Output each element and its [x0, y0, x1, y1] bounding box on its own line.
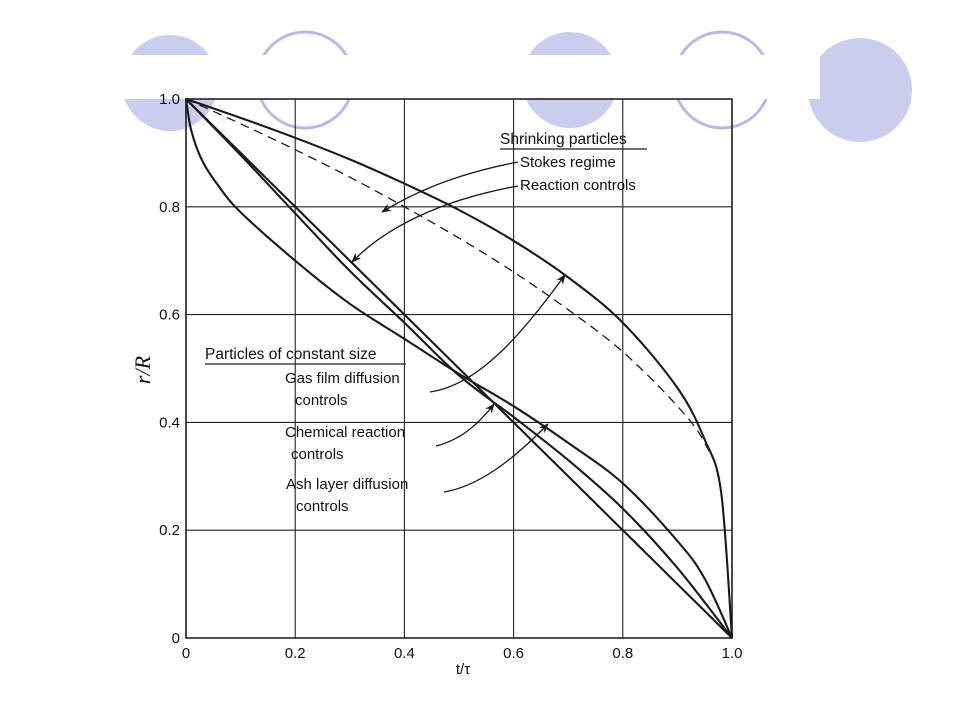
stokes-arrow — [381, 161, 519, 213]
gas-film-arrow — [429, 274, 566, 393]
stokes-regime-label: Stokes regime — [520, 154, 616, 171]
ash-layer-label-line2: controls — [296, 498, 349, 515]
content-mask — [60, 55, 820, 99]
ash-arrow — [443, 423, 549, 493]
x-tick-label: 0.4 — [394, 645, 415, 662]
chemical-arrow — [435, 403, 495, 447]
series-gas-film — [185, 98, 733, 639]
y-tick-label: 0 — [172, 630, 180, 647]
ash-layer-label-line1: Ash layer diffusion — [286, 476, 408, 493]
x-tick-label: 1.0 — [722, 645, 743, 662]
disk-5 — [808, 38, 912, 142]
reaction-controls-label: Reaction controls — [520, 177, 636, 194]
y-axis-label: r/R — [130, 355, 155, 384]
chemical-reaction-label-line2: controls — [291, 446, 344, 463]
y-tick-label: 0.4 — [159, 414, 180, 431]
x-tick-label: 0.2 — [285, 645, 306, 662]
x-axis-label: t/τ — [456, 661, 470, 678]
decorative-disks — [60, 30, 912, 142]
x-tick-label: 0 — [182, 645, 190, 662]
reaction-arrow — [351, 185, 519, 263]
gas-film-label-line2: controls — [295, 392, 348, 409]
shrinking-heading: Shrinking particles — [500, 131, 627, 148]
series-ash-layer — [184, 98, 733, 639]
gas-film-label-line1: Gas film diffusion — [285, 370, 400, 387]
series-group — [184, 98, 734, 639]
y-tick-label: 0.2 — [159, 522, 180, 539]
constant-size-heading: Particles of constant size — [205, 346, 376, 363]
y-tick-label: 0.8 — [159, 199, 180, 216]
series-chemical-reaction — [185, 98, 733, 639]
y-tick-labels: 0 0.2 0.4 0.6 0.8 1.0 — [159, 91, 180, 647]
x-tick-label: 0.6 — [503, 645, 524, 662]
y-tick-label: 0.6 — [159, 307, 180, 324]
x-tick-labels: 0 0.2 0.4 0.6 0.8 1.0 — [182, 645, 743, 662]
chemical-reaction-label-line1: Chemical reaction — [285, 424, 405, 441]
series-reaction-shrinking — [185, 98, 734, 639]
plot-frame — [185, 98, 733, 639]
series-stokes — [185, 98, 733, 639]
x-tick-label: 0.8 — [612, 645, 633, 662]
y-tick-label: 1.0 — [159, 91, 180, 108]
